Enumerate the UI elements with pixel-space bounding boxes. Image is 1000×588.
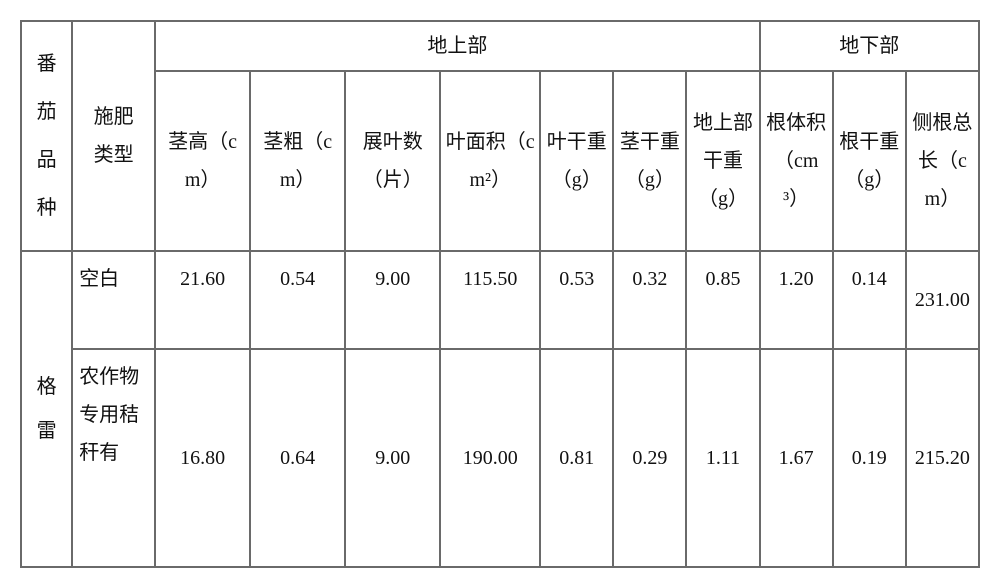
hdr-stem-diam: 茎粗（cm）: [250, 71, 345, 251]
hdr-root-vol-text: 根体积（cm³）: [766, 112, 826, 210]
cell-r2-type: 农作物专用秸秆有: [72, 349, 155, 567]
hdr-below-group: 地下部: [760, 21, 979, 71]
cell-r1-stem-diam: 0.54: [250, 251, 345, 349]
cell-r2-root-dry: 0.19: [833, 349, 906, 567]
hdr-leaf-count: 展叶数（片）: [345, 71, 440, 251]
cell-r2-leaf-count: 9.00: [345, 349, 440, 567]
hdr-lat-root-len: 侧根总长（cm）: [906, 71, 979, 251]
cell-r2-above-dry: 1.11: [686, 349, 759, 567]
cell-r2-stem-diam: 0.64: [250, 349, 345, 567]
hdr-leaf-dry: 叶干重（g）: [540, 71, 613, 251]
header-row-1: 番茄品种 施肥类型 地上部 地下部: [21, 21, 979, 71]
cell-r2-leaf-area: 190.00: [440, 349, 540, 567]
cell-r1-leaf-dry: 0.53: [540, 251, 613, 349]
hdr-variety: 番茄品种: [21, 21, 72, 251]
cell-r1-above-dry: 0.85: [686, 251, 759, 349]
hdr-root-dry: 根干重（g）: [833, 71, 906, 251]
hdr-leaf-area: 叶面积（cm²）: [440, 71, 540, 251]
hdr-root-vol: 根体积（cm³）: [760, 71, 833, 251]
hdr-stem-height: 茎高（cm）: [155, 71, 250, 251]
data-row-2: 农作物专用秸秆有 16.80 0.64 9.00 190.00 0.81 0.2…: [21, 349, 979, 567]
cell-r2-lat-root-len: 215.20: [906, 349, 979, 567]
cell-r2-stem-dry: 0.29: [613, 349, 686, 567]
cell-r2-root-vol: 1.67: [760, 349, 833, 567]
cell-r1-type: 空白: [72, 251, 155, 349]
hdr-variety-text: 番茄品种: [33, 40, 61, 232]
hdr-stem-dry: 茎干重（g）: [613, 71, 686, 251]
cell-r1-leaf-count: 9.00: [345, 251, 440, 349]
cell-r1-stem-dry: 0.32: [613, 251, 686, 349]
cell-r1-leaf-area: 115.50: [440, 251, 540, 349]
cell-r2-leaf-dry: 0.81: [540, 349, 613, 567]
cell-r1-root-dry: 0.14: [833, 251, 906, 349]
cell-r1-lat-root-len: 231.00: [906, 251, 979, 349]
cell-r2-stem-height: 16.80: [155, 349, 250, 567]
data-table: 番茄品种 施肥类型 地上部 地下部 茎高（cm） 茎粗（cm） 展叶数（片） 叶…: [20, 20, 980, 568]
hdr-above-group: 地上部: [155, 21, 760, 71]
header-row-2: 茎高（cm） 茎粗（cm） 展叶数（片） 叶面积（cm²） 叶干重（g） 茎干重…: [21, 71, 979, 251]
cell-r1-root-vol: 1.20: [760, 251, 833, 349]
cell-r1-stem-height: 21.60: [155, 251, 250, 349]
hdr-fert-type: 施肥类型: [72, 21, 155, 251]
cell-variety-text: 格雷: [35, 365, 59, 453]
hdr-fert-type-text: 施肥类型: [92, 98, 136, 174]
data-row-1: 格雷 空白 21.60 0.54 9.00 115.50 0.53 0.32 0…: [21, 251, 979, 349]
hdr-above-dry: 地上部干重（g）: [686, 71, 759, 251]
cell-variety: 格雷: [21, 251, 72, 567]
